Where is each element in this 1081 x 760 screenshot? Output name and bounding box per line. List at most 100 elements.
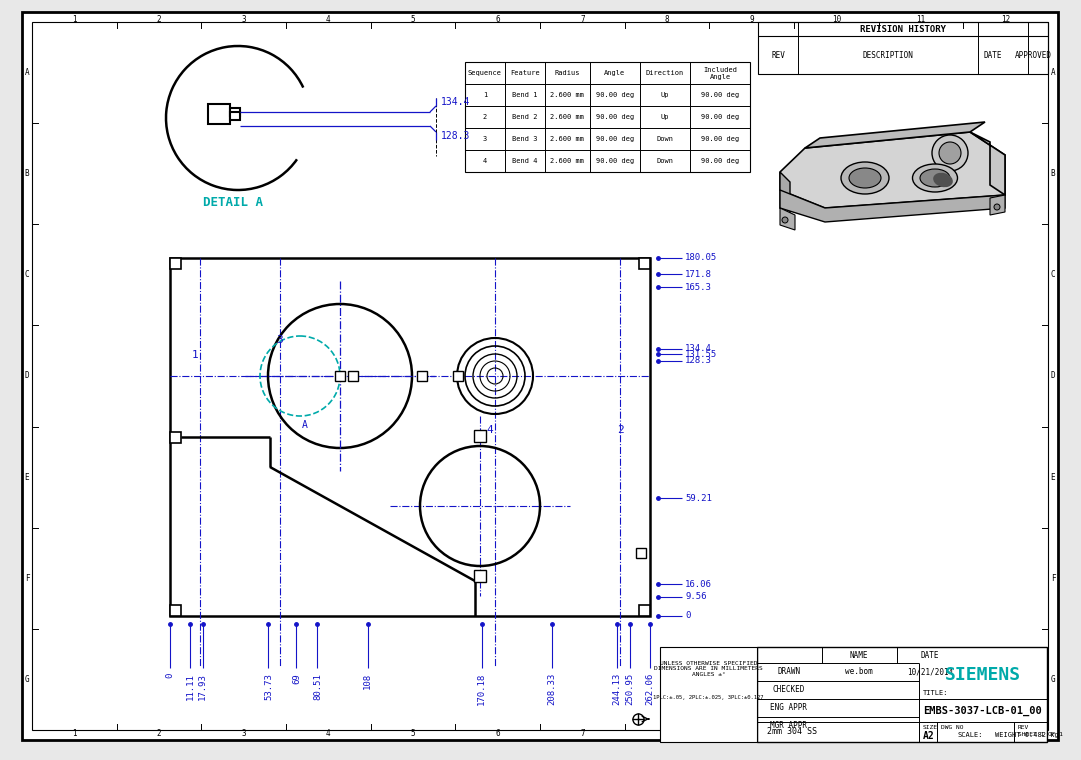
Text: Up: Up: [660, 92, 669, 98]
Text: we.bom: we.bom: [845, 667, 872, 676]
Bar: [170, 605, 181, 616]
Text: 90.00 deg: 90.00 deg: [700, 158, 739, 164]
Text: A2: A2: [923, 731, 935, 741]
Text: 90.00 deg: 90.00 deg: [700, 114, 739, 120]
Text: 244.13: 244.13: [613, 673, 622, 705]
Text: Angle: Angle: [604, 70, 626, 76]
Text: 1: 1: [72, 14, 77, 24]
Polygon shape: [780, 132, 1005, 208]
Text: DWG NO: DWG NO: [940, 725, 963, 730]
Text: 134.4: 134.4: [441, 97, 470, 107]
Text: 8: 8: [665, 729, 669, 737]
Text: G: G: [25, 675, 29, 684]
Ellipse shape: [841, 162, 889, 194]
Polygon shape: [970, 132, 1005, 195]
Text: 2.600 mm: 2.600 mm: [550, 136, 585, 142]
Text: Bend 1: Bend 1: [512, 92, 537, 98]
Bar: [348, 371, 358, 381]
Text: 170.18: 170.18: [477, 673, 486, 705]
Text: 2: 2: [616, 425, 624, 435]
Text: 1: 1: [191, 350, 199, 360]
Bar: [208, 104, 230, 124]
Text: 11.11: 11.11: [186, 673, 195, 700]
Ellipse shape: [920, 169, 950, 187]
Bar: [230, 112, 240, 120]
Text: 11: 11: [917, 729, 925, 737]
Text: 90.00 deg: 90.00 deg: [700, 92, 739, 98]
Text: 2: 2: [157, 14, 161, 24]
Text: 128.3: 128.3: [441, 131, 470, 141]
Text: 90.00 deg: 90.00 deg: [596, 136, 635, 142]
Text: 3: 3: [241, 14, 246, 24]
Text: F: F: [25, 574, 29, 583]
Bar: [170, 258, 181, 269]
Bar: [170, 258, 650, 616]
Text: 208.33: 208.33: [547, 673, 556, 705]
Text: 1: 1: [72, 729, 77, 737]
Text: 171.8: 171.8: [685, 270, 712, 279]
Text: 180.05: 180.05: [685, 254, 718, 262]
Text: E: E: [1051, 473, 1055, 482]
Text: 0: 0: [685, 612, 691, 620]
Text: 90.00 deg: 90.00 deg: [596, 158, 635, 164]
Polygon shape: [805, 122, 985, 148]
Text: DATE: DATE: [921, 651, 939, 660]
Text: D: D: [25, 372, 29, 381]
Text: 8: 8: [665, 14, 669, 24]
Text: 69: 69: [292, 673, 301, 684]
Text: SIEMENS: SIEMENS: [945, 666, 1022, 684]
Circle shape: [932, 135, 967, 171]
Ellipse shape: [912, 164, 958, 192]
Text: A: A: [302, 420, 308, 430]
Text: 9: 9: [749, 729, 753, 737]
Text: 250.95: 250.95: [625, 673, 635, 705]
Ellipse shape: [933, 173, 952, 187]
Text: DRAWN: DRAWN: [777, 667, 801, 676]
Text: C: C: [1051, 271, 1055, 280]
Text: 90.00 deg: 90.00 deg: [700, 136, 739, 142]
Text: 108: 108: [363, 673, 372, 689]
Text: C: C: [25, 271, 29, 280]
Bar: [639, 605, 650, 616]
Bar: [660, 647, 757, 742]
Circle shape: [939, 142, 961, 164]
Text: F: F: [1051, 574, 1055, 583]
Text: SCALE:: SCALE:: [957, 732, 983, 738]
Text: REVISION HISTORY: REVISION HISTORY: [860, 24, 946, 33]
Text: B: B: [25, 169, 29, 178]
Text: APPROVED: APPROVED: [1014, 50, 1052, 59]
Ellipse shape: [849, 168, 881, 188]
Text: 9.56: 9.56: [685, 593, 707, 601]
Text: 10/21/2014: 10/21/2014: [907, 667, 953, 676]
Text: B: B: [1051, 169, 1055, 178]
Text: 2.600 mm: 2.600 mm: [550, 92, 585, 98]
Text: 6: 6: [495, 14, 501, 24]
Text: 4: 4: [483, 158, 488, 164]
Text: E: E: [25, 473, 29, 482]
Bar: [335, 371, 345, 381]
Bar: [453, 371, 463, 381]
Text: 10: 10: [831, 14, 841, 24]
Text: 4: 4: [326, 729, 331, 737]
Text: UNLESS OTHERWISE SPECIFIED
DIMENSIONS ARE IN MILLIMETERS
ANGLES ±°: UNLESS OTHERWISE SPECIFIED DIMENSIONS AR…: [654, 660, 763, 677]
Text: REV: REV: [1018, 725, 1029, 730]
Text: 90.00 deg: 90.00 deg: [596, 92, 635, 98]
Text: 3: 3: [241, 729, 246, 737]
Text: 4: 4: [326, 14, 331, 24]
Text: Down: Down: [656, 158, 673, 164]
Text: DATE: DATE: [984, 50, 1002, 59]
Bar: [757, 647, 1047, 742]
Polygon shape: [990, 195, 1005, 215]
Circle shape: [782, 217, 788, 223]
Text: 53.73: 53.73: [264, 673, 272, 700]
Text: Sequence: Sequence: [468, 70, 502, 76]
Polygon shape: [780, 208, 795, 230]
Bar: [639, 258, 650, 269]
Text: 0: 0: [165, 673, 174, 679]
Text: 165.3: 165.3: [685, 283, 712, 292]
Text: Bend 3: Bend 3: [512, 136, 537, 142]
Text: 2.600 mm: 2.600 mm: [550, 114, 585, 120]
Text: 4: 4: [486, 425, 493, 435]
Bar: [230, 108, 240, 116]
Text: G: G: [1051, 675, 1055, 684]
